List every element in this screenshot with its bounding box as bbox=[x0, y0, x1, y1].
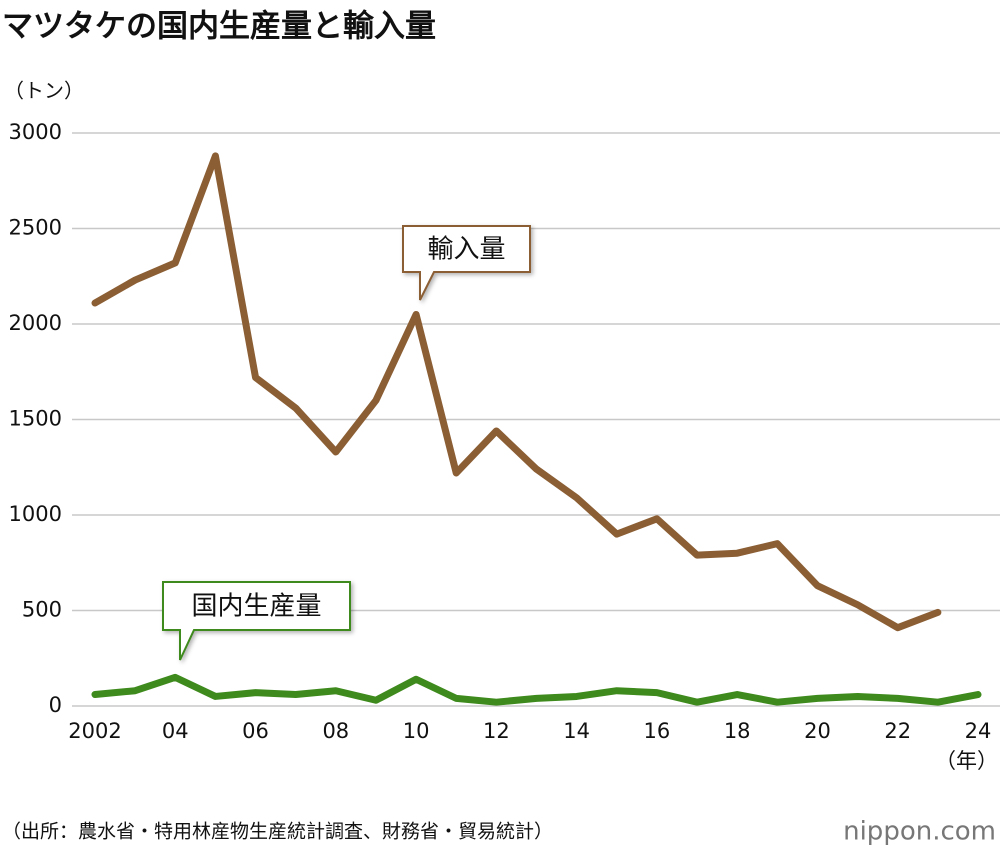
x-tick-label: 06 bbox=[242, 719, 269, 743]
y-tick-label: 1500 bbox=[9, 407, 62, 431]
x-tick-label: 08 bbox=[322, 719, 349, 743]
y-tick-label: 500 bbox=[22, 598, 62, 622]
callout-label: 輸入量 bbox=[427, 235, 505, 265]
x-tick-label: 2002 bbox=[68, 719, 121, 743]
x-tick-label: 16 bbox=[644, 719, 671, 743]
x-unit-label: （年） bbox=[935, 749, 998, 773]
y-unit-label: （トン） bbox=[4, 79, 84, 103]
series-line bbox=[91, 673, 982, 706]
series-callout: 国内生産量 bbox=[162, 581, 351, 661]
x-tick-label: 04 bbox=[162, 719, 189, 743]
y-tick-label: 3000 bbox=[9, 120, 62, 144]
callout-box bbox=[162, 581, 351, 661]
callout-box bbox=[402, 225, 531, 301]
callout-label: 国内生産量 bbox=[191, 592, 321, 622]
y-tick-label: 2500 bbox=[9, 216, 62, 240]
y-tick-label: 1000 bbox=[9, 502, 62, 526]
x-tick-label: 18 bbox=[724, 719, 751, 743]
x-tick-label: 10 bbox=[403, 719, 430, 743]
x-tick-label: 14 bbox=[563, 719, 590, 743]
x-tick-label: 12 bbox=[483, 719, 510, 743]
x-tick-label: 22 bbox=[884, 719, 911, 743]
y-tick-label: 0 bbox=[49, 693, 62, 717]
x-tick-label: 24 bbox=[965, 719, 992, 743]
x-tick-label: 20 bbox=[804, 719, 831, 743]
y-tick-label: 2000 bbox=[9, 311, 62, 335]
source-note: （出所：農水省・特用林産物生産統計調査、財務省・貿易統計） bbox=[2, 821, 553, 843]
series-callout: 輸入量 bbox=[402, 225, 531, 301]
series-line bbox=[91, 152, 942, 632]
chart-title: マツタケの国内生産量と輸入量 bbox=[2, 9, 436, 45]
logo: nippon.com bbox=[843, 817, 996, 847]
